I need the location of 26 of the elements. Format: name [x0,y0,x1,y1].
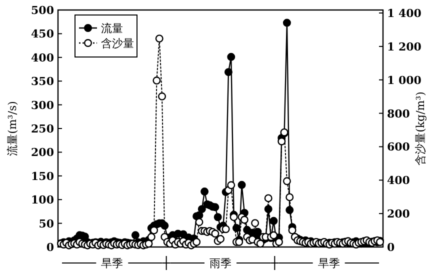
text: 旱季 [318,257,340,270]
y2-tick-label: 1 200 [387,40,422,54]
y-tick-label: 100 [31,194,54,207]
y2-tick-label: 600 [387,140,410,154]
y2-tick-label: 400 [387,174,410,188]
y2-tick-label: 1 000 [387,74,422,87]
y-tick-label: 400 [31,51,54,64]
text: 雨季 [210,257,232,270]
y2-axis-title: 含沙量(kg/m³) [414,92,427,166]
legend-label: 含沙量 [101,37,134,50]
y-tick-label: 0 [46,241,54,254]
y-tick-label: 200 [31,146,54,160]
legend-label: 流量 [101,22,123,35]
y-tick-label: 150 [31,170,54,183]
y-axis-title: 流量(m³/s) [6,101,19,156]
text: 旱季 [101,257,124,270]
y2-tick-label: 200 [387,208,410,221]
y-tick-label: 300 [31,98,54,112]
y-tick-label: 250 [31,122,54,136]
y2-tick-label: 1 400 [387,7,422,20]
y2-tick-label: 800 [387,107,410,120]
y-tick-label: 50 [38,217,54,230]
y-tick-label: 350 [31,75,54,88]
y-tick-label: 500 [31,4,54,17]
y2-tick-label: 0 [387,241,395,254]
y-tick-label: 450 [31,28,54,41]
